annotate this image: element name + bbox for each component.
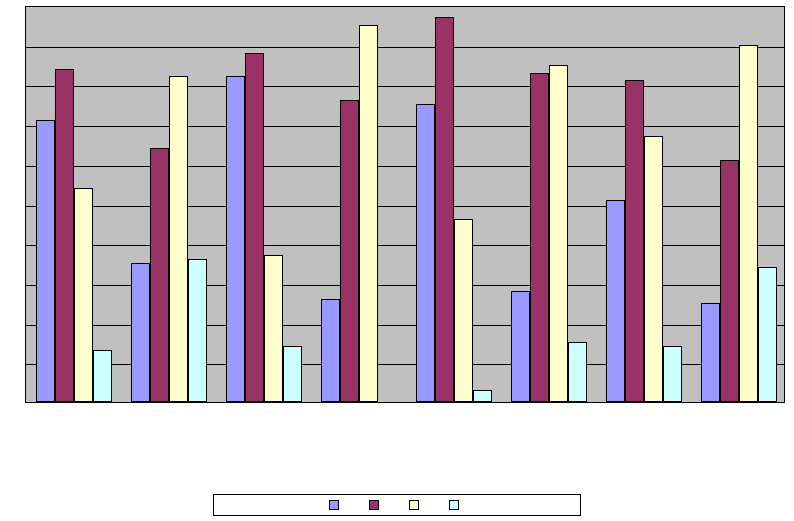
bar: [226, 76, 245, 402]
bar: [55, 69, 74, 402]
legend-swatch: [409, 500, 419, 510]
bar: [758, 267, 777, 402]
legend-item: [369, 500, 385, 510]
bar: [74, 188, 93, 402]
bar: [264, 255, 283, 402]
bar: [663, 346, 682, 402]
gridline: [26, 206, 784, 207]
legend-swatch: [329, 500, 339, 510]
bar: [720, 160, 739, 402]
bar: [606, 200, 625, 402]
bar: [245, 53, 264, 402]
chart-container: [0, 0, 794, 521]
bar: [625, 80, 644, 402]
bar: [644, 136, 663, 402]
gridline: [26, 86, 784, 87]
bar: [93, 350, 112, 402]
bar: [283, 346, 302, 402]
bar: [530, 73, 549, 403]
bar: [321, 299, 340, 402]
bar: [36, 120, 55, 402]
bar: [359, 25, 378, 402]
bar: [435, 17, 454, 402]
gridline: [26, 47, 784, 48]
bar: [473, 390, 492, 402]
legend-swatch: [369, 500, 379, 510]
bar: [169, 76, 188, 402]
legend-item: [329, 500, 345, 510]
gridline: [26, 166, 784, 167]
bar: [131, 263, 150, 402]
gridline: [26, 245, 784, 246]
bar: [150, 148, 169, 402]
legend: [213, 494, 581, 516]
bar: [416, 104, 435, 402]
bar: [511, 291, 530, 402]
bar: [188, 259, 207, 402]
bar: [549, 65, 568, 402]
bar: [739, 45, 758, 402]
bar: [701, 303, 720, 402]
bar: [454, 219, 473, 402]
legend-item: [409, 500, 425, 510]
legend-item: [449, 500, 465, 510]
legend-swatch: [449, 500, 459, 510]
bar: [568, 342, 587, 402]
gridline: [26, 126, 784, 127]
bar: [340, 100, 359, 402]
plot-frame: [25, 6, 785, 403]
